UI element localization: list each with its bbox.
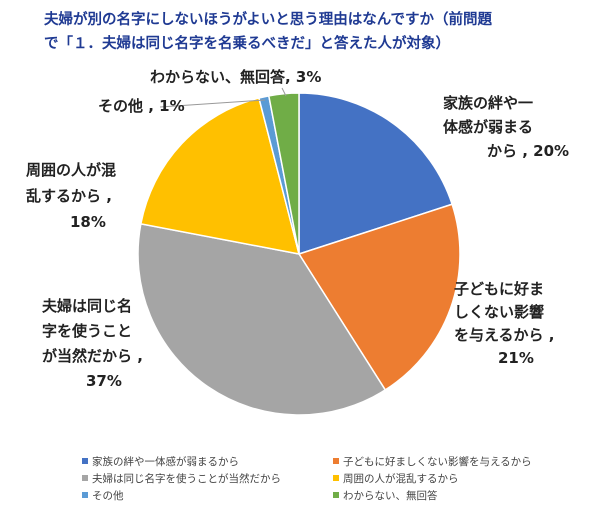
legend-label-5: その他	[92, 489, 124, 502]
legend-label-4: 周囲の人が混乱するから	[343, 472, 459, 485]
data-label-1: 家族の絆や一体感が弱まるから , 20%	[443, 94, 569, 160]
pie-slice-2	[297, 203, 461, 391]
chart-title-line-1: 夫婦が別の名字にしないほうがよいと思う理由はなんですか（前問題	[44, 12, 493, 28]
pie-slice-3	[137, 222, 387, 416]
pie-slice-6	[267, 92, 300, 255]
legend-swatch-6	[333, 492, 339, 498]
legend-swatch-5	[82, 492, 88, 498]
data-label-6: わからない、無回答, 3%	[150, 68, 321, 86]
legend-label-2: 子どもに好ましくない影響を与えるから	[343, 455, 532, 468]
data-label-3: 夫婦は同じ名字を使うことが当然だから , 37%	[42, 297, 143, 390]
legend-label-1: 家族の絆や一体感が弱まるから	[92, 455, 239, 468]
data-label-2: 子どもに好ましくない影響を与えるから , 21%	[454, 280, 554, 367]
pie-slice-1	[298, 92, 454, 256]
data-label-4: 周囲の人が混乱するから , 18%	[26, 161, 116, 231]
leader-line-6	[281, 87, 287, 97]
legend-swatch-1	[82, 458, 88, 464]
pie-slice-4	[139, 97, 301, 255]
legend-swatch-4	[333, 475, 339, 481]
chart-title: 夫婦が別の名字にしないほうがよいと思う理由はなんですか（前問題 で「１．夫婦は同…	[44, 8, 584, 56]
data-label-5: その他 , 1%	[98, 97, 185, 115]
legend-swatch-3	[82, 475, 88, 481]
legend-swatch-2	[333, 458, 339, 464]
chart-title-line-2: で「１．夫婦は同じ名字を名乗るべきだ」と答えた人が対象）	[44, 36, 450, 52]
legend-label-3: 夫婦は同じ名字を使うことが当然だから	[92, 472, 281, 485]
legend-label-6: わからない、無回答	[343, 489, 438, 502]
leader-line-5	[159, 99, 266, 108]
